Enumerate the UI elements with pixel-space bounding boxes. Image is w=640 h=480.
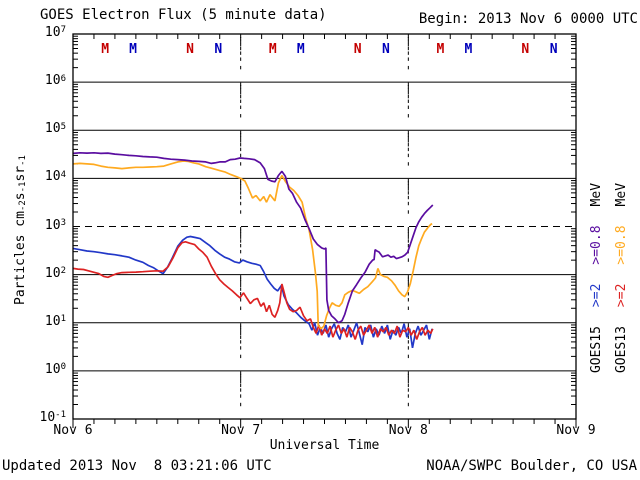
satellite-noon-marker: N: [521, 42, 530, 57]
satellite-midnight-marker: M: [129, 42, 137, 57]
series-GOES15-2MeV: [73, 235, 433, 349]
y-tick-label-1e-1: 10-1: [39, 410, 67, 425]
satellite-noon-marker: N: [353, 42, 362, 57]
agency-credit-label: NOAA/SWPC Boulder, CO USA: [426, 458, 637, 474]
legend-energy-threshold: >=2: [589, 283, 604, 308]
legend-unit: MeV: [589, 182, 604, 207]
series-GOES13-2MeV: [73, 240, 434, 340]
satellite-noon-marker: N: [382, 42, 390, 57]
y-tick-label-1e1: 101: [44, 313, 66, 329]
y-tick-label-1e7: 107: [44, 25, 66, 40]
satellite-midnight-marker: M: [464, 42, 473, 57]
updated-timestamp-label: Updated 2013 Nov 8 03:21:06 UTC: [2, 458, 272, 474]
satellite-midnight-marker: M: [268, 42, 277, 57]
legend-column-goes15: GOES15 >=2 >=0.8 MeV: [589, 128, 605, 428]
x-axis-title: Universal Time: [269, 438, 380, 453]
series-GOES13-0.8MeV: [73, 160, 433, 330]
satellite-midnight-marker: M: [296, 42, 305, 57]
y-tick-label-1e0: 100: [44, 361, 66, 377]
legend-column-goes13: GOES13 >=2 >=0.8 MeV: [614, 128, 630, 428]
y-tick-label-1e2: 102: [44, 265, 66, 281]
legend-satellite-name: GOES15: [589, 326, 604, 374]
legend-unit: MeV: [614, 182, 629, 207]
y-tick-label-1e3: 103: [44, 217, 66, 233]
legend-energy-threshold: >=0.8: [589, 225, 604, 265]
plot-frame: [72, 33, 577, 420]
x-tick-label-nov-6: Nov 6: [53, 423, 93, 438]
x-tick-label-nov-8: Nov 8: [388, 423, 428, 438]
y-tick-label-1e5: 105: [44, 121, 66, 137]
legend-satellite-name: GOES13: [614, 326, 629, 374]
satellite-noon-marker: N: [549, 42, 558, 57]
y-tick-label-1e4: 104: [44, 169, 66, 185]
satellite-noon-marker: N: [214, 42, 223, 57]
y-axis-title: Particles cm -2 s -1 sr -1: [13, 155, 28, 305]
legend-energy-threshold: >=0.8: [614, 225, 629, 265]
legend-energy-threshold: >=2: [614, 283, 629, 308]
series-GOES15-0.8MeV: [73, 151, 434, 324]
begin-timestamp-label: Begin: 2013 Nov 6 0000 UTC: [418, 11, 638, 27]
satellite-noon-marker: N: [186, 42, 194, 57]
satellite-midnight-marker: M: [101, 42, 110, 57]
x-tick-label-nov-7: Nov 7: [221, 423, 261, 438]
x-tick-label-nov-9: Nov 9: [556, 423, 596, 438]
chart-title: GOES Electron Flux (5 minute data): [40, 7, 327, 23]
y-tick-label-1e6: 106: [44, 73, 66, 89]
satellite-midnight-marker: M: [436, 42, 445, 57]
